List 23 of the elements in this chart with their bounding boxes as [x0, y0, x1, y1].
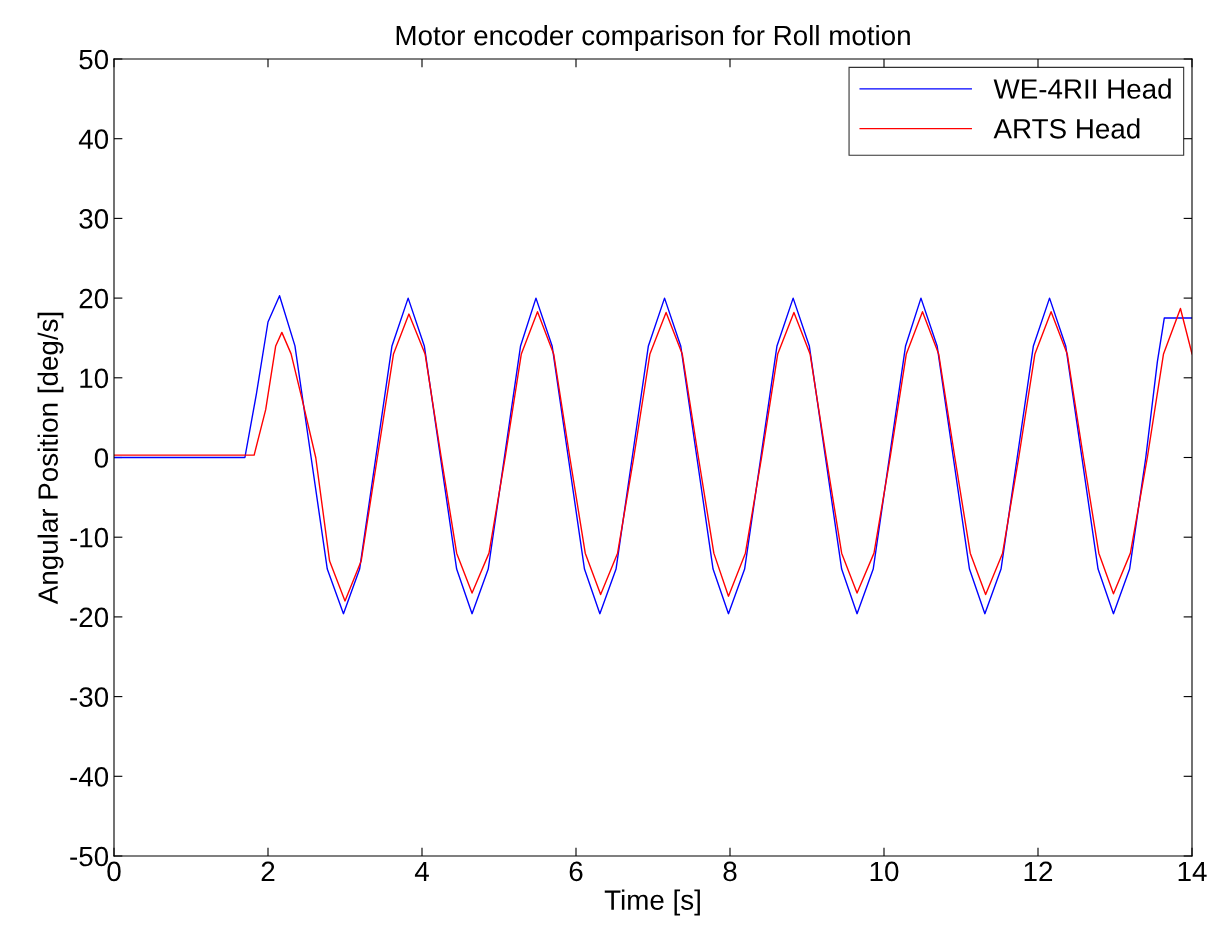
y-axis-title: Angular Position [deg/s]: [37, 312, 64, 605]
x-axis-title: Time [s]: [604, 889, 700, 916]
x-tick-label: 14: [1178, 861, 1207, 881]
y-tick-label: -20: [70, 607, 109, 628]
chart-title: Motor encoder comparison for Roll motion: [396, 24, 910, 51]
y-tick-label: 40: [78, 129, 109, 150]
legend-label: WE-4RII Head: [993, 78, 1171, 99]
x-tick-label: 2: [261, 861, 275, 881]
y-tick-label: 20: [79, 288, 109, 309]
y-tick-label: -10: [70, 527, 109, 548]
y-tick-label: 0: [94, 448, 109, 468]
y-tick-label: 30: [79, 209, 109, 229]
x-tick-label: 12: [1024, 861, 1053, 881]
y-tick-label: -30: [70, 687, 109, 707]
y-tick-label: 10: [80, 368, 109, 389]
legend-label: ARTS Head: [993, 118, 1140, 139]
y-tick-label: -50: [70, 846, 109, 867]
x-tick-label: 4: [414, 861, 429, 881]
y-tick-label: 50: [79, 49, 109, 70]
x-tick-label: 8: [723, 861, 737, 882]
x-tick-label: 10: [870, 861, 899, 882]
x-tick-label: 6: [569, 861, 583, 882]
y-tick-label: -40: [70, 766, 109, 787]
